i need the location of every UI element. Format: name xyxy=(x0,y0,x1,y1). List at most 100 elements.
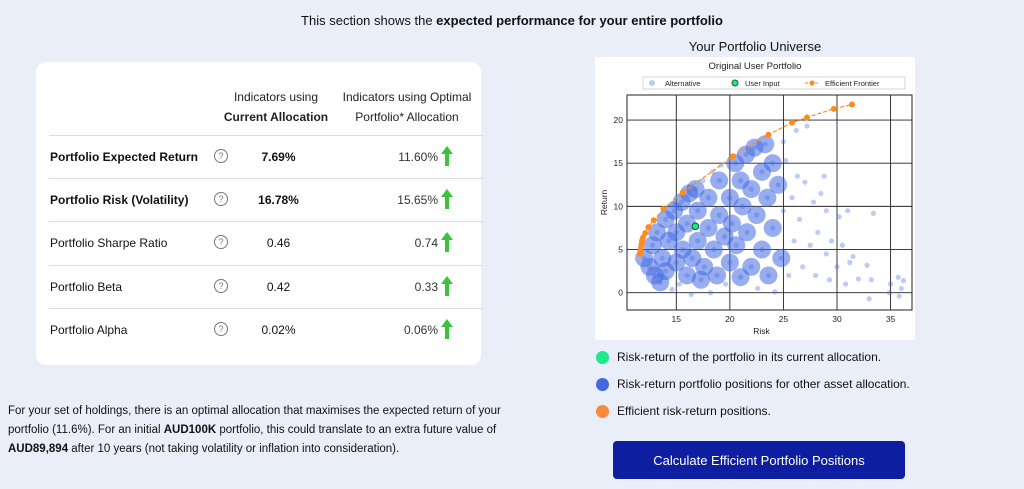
alternative-point xyxy=(707,290,714,296)
alternative-point-cluster xyxy=(742,180,761,199)
indicator-label: Portfolio Expected Return xyxy=(50,150,199,164)
indicator-label: Portfolio Sharpe Ratio xyxy=(50,236,168,250)
efficient-frontier-point xyxy=(650,217,657,224)
alternative-point xyxy=(896,293,902,299)
legend-box xyxy=(642,76,906,90)
alternative-point xyxy=(866,296,872,302)
intro-bold: expected performance for your entire por… xyxy=(436,13,723,28)
help-question-icon[interactable]: ? xyxy=(214,235,228,249)
efficient-frontier-point xyxy=(830,105,837,112)
alternative-point xyxy=(793,127,799,134)
para-future-value: AUD89,894 xyxy=(8,443,69,455)
alternative-point-cluster xyxy=(763,218,782,237)
alternative-point xyxy=(842,281,849,287)
chart-title: Original User Portfolio xyxy=(709,61,802,72)
alternative-point-cluster xyxy=(704,240,723,259)
current-value: 0.02% xyxy=(261,323,296,337)
legend-text: Efficient risk-return positions. xyxy=(617,404,771,418)
legend-text: Risk-return portfolio positions for othe… xyxy=(617,377,910,391)
alternative-point xyxy=(818,190,824,197)
alternative-point-cluster xyxy=(710,206,729,225)
alternative-point-cluster xyxy=(756,135,775,154)
para-text: For your set of holdings, there is an op… xyxy=(8,405,501,436)
alternative-point xyxy=(722,281,729,287)
alternative-point xyxy=(829,238,835,244)
alternative-point xyxy=(850,253,856,260)
legend-user-label: User Input xyxy=(745,79,781,88)
indicator-label: Portfolio Beta xyxy=(50,280,123,294)
alternative-point xyxy=(900,278,907,284)
legend-frontier-label: Efficient Frontier xyxy=(825,79,880,88)
indicators-card: Indicators using Current Allocation Indi… xyxy=(36,62,483,365)
col-header-optimal: Indicators using Optimal Portfolio* Allo… xyxy=(336,87,478,127)
alternative-point xyxy=(804,123,810,129)
alternative-point-cluster xyxy=(733,197,752,216)
optimal-value: 0.74 xyxy=(414,236,438,250)
help-question-icon[interactable]: ? xyxy=(214,192,228,206)
help-question-icon[interactable]: ? xyxy=(214,149,228,163)
alternative-point xyxy=(812,272,819,279)
row-divider xyxy=(49,308,483,309)
blue-dot-icon xyxy=(596,378,609,392)
calculate-efficient-positions-button[interactable]: Calculate Efficient Portfolio Positions xyxy=(613,441,905,479)
indicator-label: Portfolio Risk (Volatility) xyxy=(50,193,189,207)
alternative-point xyxy=(836,214,842,220)
indicator-row: Portfolio Expected Return ? 7.69% 11.60% xyxy=(36,136,481,178)
legend-alternative: Risk-return portfolio positions for othe… xyxy=(596,377,910,392)
col-current-line1: Indicators using xyxy=(233,90,319,104)
efficient-frontier-point xyxy=(645,224,652,231)
legend-user-marker xyxy=(731,79,739,87)
alternative-point-cluster xyxy=(678,266,696,285)
orange-dot-icon xyxy=(596,405,609,419)
efficient-frontier-point xyxy=(765,131,772,138)
alternative-point xyxy=(802,179,808,185)
arrow-up-icon xyxy=(440,231,454,256)
alternative-point xyxy=(772,289,778,295)
alternative-point xyxy=(823,208,829,214)
alternative-point xyxy=(815,229,821,235)
help-question-icon[interactable]: ? xyxy=(214,322,228,336)
alternative-point-cluster xyxy=(753,240,771,259)
y-tick-label: 20 xyxy=(614,115,624,125)
alternative-point xyxy=(886,290,893,296)
arrow-up-icon xyxy=(440,275,454,300)
arrow-up-icon xyxy=(440,145,454,170)
row-divider xyxy=(49,221,483,222)
intro-text: This section shows the xyxy=(301,13,437,28)
alternative-point-cluster xyxy=(763,154,782,173)
x-tick-label: 20 xyxy=(725,314,735,324)
alternative-point xyxy=(789,195,795,201)
col-header-current: Indicators using Current Allocation xyxy=(216,87,336,127)
current-value: 7.69% xyxy=(261,150,296,164)
alternative-point xyxy=(755,285,761,292)
y-tick-label: 5 xyxy=(618,245,623,255)
y-tick-label: 10 xyxy=(614,201,624,211)
alternative-point-cluster xyxy=(695,257,714,276)
legend-text: Risk-return of the portfolio in its curr… xyxy=(617,350,882,364)
alternative-point-cluster xyxy=(758,188,777,207)
alternative-point xyxy=(810,199,817,205)
efficient-frontier-point xyxy=(660,205,667,212)
col-optimal-line1: Indicators using Optimal xyxy=(342,90,472,104)
alternative-point-cluster xyxy=(688,201,707,220)
alternative-point-cluster xyxy=(710,171,729,190)
legend-frontier-marker xyxy=(809,80,815,86)
optimal-value: 0.06% xyxy=(403,323,438,337)
alternative-point xyxy=(823,251,829,257)
alternative-point-cluster xyxy=(699,218,718,237)
alternative-point-cluster xyxy=(723,214,741,233)
alternative-point-cluster xyxy=(759,266,778,285)
row-divider xyxy=(49,135,483,136)
alternative-point xyxy=(786,272,792,279)
optimal-value: 11.60% xyxy=(398,150,438,164)
help-question-icon[interactable]: ? xyxy=(214,279,228,293)
x-tick-label: 35 xyxy=(886,314,896,324)
alternative-point xyxy=(845,208,851,214)
indicator-row: Portfolio Risk (Volatility) ? 16.78% 15.… xyxy=(36,179,481,221)
user-input-point xyxy=(691,222,700,231)
para-text: after 10 years (not taking volatility or… xyxy=(68,443,400,455)
efficient-frontier-point xyxy=(730,153,737,160)
col-current-line2: Current Allocation xyxy=(223,110,329,124)
green-dot-icon xyxy=(596,351,609,365)
optimal-summary-paragraph: For your set of holdings, there is an op… xyxy=(8,402,528,459)
